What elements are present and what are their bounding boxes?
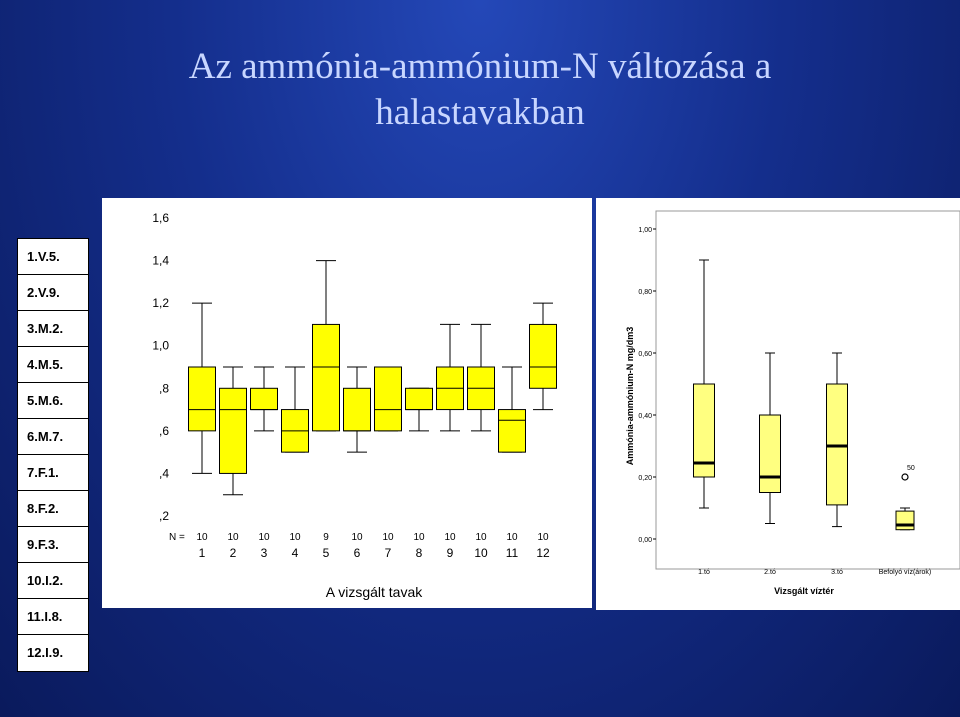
box [374,366,402,432]
title-line-1: Az ammónia-ammónium-N változása a [188,46,772,87]
x-tick-label: 9 [447,546,454,560]
boxplot-chart-ponds: ,2 ,4 ,6 ,8 1,0 1,2 1,4 1,6 N = 10 10 10 10 9 10 10 10 10… [152,211,557,600]
x-tick-label: 6 [354,546,361,560]
x-tick-label: 12 [536,546,550,560]
y-tick-label: 0,40 [638,413,652,420]
x-tick-label: 1 [199,546,206,560]
box [498,409,526,453]
outlier-marker [901,473,909,481]
n-count: 10 [227,532,239,543]
box [405,387,433,411]
y-tick-label: 0,20 [638,475,652,482]
box [529,323,557,389]
pond-code-item: 3.M.2. [18,311,88,347]
y-tick-label: 1,2 [152,296,169,310]
x-tick-label: 7 [385,546,392,560]
pond-code-item: 6.M.7. [18,419,88,455]
x-axis-label: A vizsgált tavak [326,584,423,600]
y-tick-label: 0,00 [638,537,652,544]
y-tick-label: ,2 [159,509,169,523]
x-tick-label: 10 [474,546,488,560]
pond-code-item: 11.I.8. [18,599,88,635]
n-count: 10 [382,532,394,543]
y-axis-label: Ammónia-ammónium-N mg/dm3 [625,327,635,466]
outlier-label: 50 [907,465,915,472]
y-tick-label: ,8 [159,381,169,395]
n-count: 10 [444,532,456,543]
y-tick-label: 1,4 [152,254,169,268]
box [759,414,781,493]
title-line-2: halastavakban [375,92,585,133]
pond-code-list: 1.V.5. 2.V.9. 3.M.2. 4.M.5. 5.M.6. 6.M.7. 7.F.… [17,238,89,672]
slide-title: Az ammónia-ammónium-N változása a halast… [0,44,960,136]
n-count: 10 [475,532,487,543]
pond-code-item: 4.M.5. [18,347,88,383]
pond-code-item: 2.V.9. [18,275,88,311]
pond-code-item: 12.I.9. [27,645,64,660]
pond-code-item: 7.F.1. [18,455,88,491]
box [312,323,340,432]
x-tick-label: 1.tó [698,569,710,576]
x-tick-label: 3.tó [831,569,843,576]
right-chart-panel: 0,00 0,20 0,40 0,60 0,80 1,00 Ammónia-ammónium… [596,198,960,610]
box [693,383,715,478]
n-count: 10 [413,532,425,543]
box [343,387,371,432]
y-tick-label: 0,60 [638,351,652,358]
x-tick-label: 2 [230,546,237,560]
n-count: 10 [351,532,363,543]
n-count: 10 [537,532,549,543]
pond-code-item: 8.F.2. [18,491,88,527]
y-tick-label: ,6 [159,424,169,438]
y-tick-label: 0,80 [638,289,652,296]
box [826,383,848,506]
y-tick-label: 1,6 [152,211,169,225]
pond-code-item: 1.V.5. [18,239,88,275]
pond-code-item: 9.F.3. [18,527,88,563]
x-axis-label: Vizsgált víztér [774,586,834,596]
n-count: 10 [258,532,270,543]
plot-frame [655,210,960,570]
box [219,387,247,474]
x-tick-label: Befolyó víz(árok) [879,569,932,576]
n-label: N = [169,532,185,543]
n-count: 10 [506,532,518,543]
x-tick-label: 5 [323,546,330,560]
box [895,510,915,531]
x-tick-label: 3 [261,546,268,560]
left-chart-panel: ,2 ,4 ,6 ,8 1,0 1,2 1,4 1,6 N = 10 10 10 10 9 10 10 10 10… [102,198,592,608]
pond-code-item: 10.I.2. [18,563,88,599]
x-tick-label: 11 [506,546,519,560]
n-count: 9 [323,532,329,543]
x-tick-label: 4 [292,546,299,560]
box [250,387,278,411]
box [188,366,216,432]
pond-code-item: 5.M.6. [18,383,88,419]
x-tick-label: 2.tó [764,569,776,576]
boxplot-chart-water-bodies: 0,00 0,20 0,40 0,60 0,80 1,00 Ammónia-ammónium… [625,210,960,596]
y-tick-label: 1,00 [638,227,652,234]
n-count: 10 [196,532,208,543]
x-tick-label: 8 [416,546,423,560]
y-tick-label: ,4 [159,466,169,480]
n-count: 10 [289,532,301,543]
y-tick-label: 1,0 [152,339,169,353]
